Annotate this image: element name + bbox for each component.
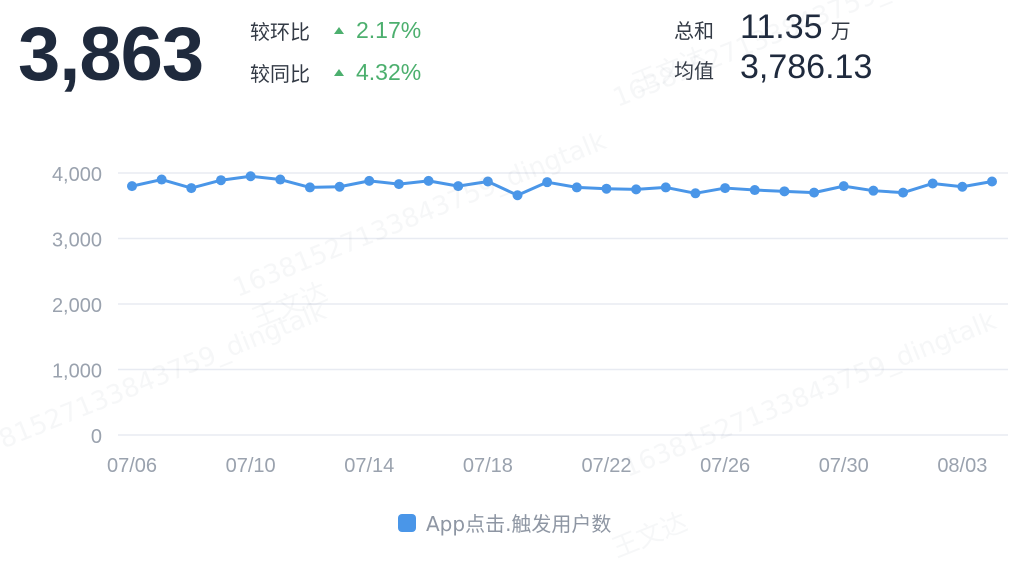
- data-point: [304, 182, 315, 193]
- legend[interactable]: App点击.触发用户数: [398, 508, 611, 537]
- sum-stat: 总和 11.35 万: [674, 8, 851, 47]
- x-tick-label: 07/18: [463, 455, 513, 477]
- avg-label: 均值: [674, 59, 714, 83]
- x-tick-label: 08/03: [937, 455, 987, 477]
- data-point: [245, 171, 256, 182]
- avg-stat: 均值 3,786.13: [674, 48, 872, 87]
- up-triangle-icon: [334, 69, 344, 76]
- data-point: [868, 185, 879, 196]
- data-point: [987, 176, 997, 187]
- data-point: [898, 187, 909, 198]
- data-point: [601, 183, 612, 194]
- sum-unit: 万: [830, 19, 851, 43]
- y-tick-label: 4,000: [52, 164, 102, 186]
- mom-label: 较环比: [250, 20, 310, 44]
- mom-comparison: 较环比 2.17%: [250, 16, 421, 45]
- yoy-comparison: 较同比 4.32%: [250, 58, 421, 87]
- data-point: [453, 181, 464, 192]
- data-point: [631, 184, 642, 195]
- data-point: [156, 174, 167, 185]
- data-point: [927, 178, 938, 189]
- data-point: [838, 181, 849, 192]
- series-line: [131, 174, 993, 197]
- legend-label: App点击.触发用户数: [426, 512, 612, 536]
- sum-value: 11.35: [740, 8, 823, 46]
- data-point: [749, 185, 760, 196]
- yoy-label: 较同比: [250, 62, 310, 86]
- y-tick-label: 0: [91, 426, 102, 448]
- data-point: [186, 183, 197, 194]
- data-point: [482, 176, 493, 187]
- data-point: [690, 188, 701, 199]
- yoy-value: 4.32%: [356, 59, 422, 85]
- data-point: [275, 174, 286, 185]
- x-tick-label: 07/14: [344, 455, 394, 477]
- data-point: [127, 181, 137, 192]
- data-point: [334, 181, 345, 192]
- data-point: [542, 177, 553, 188]
- line-chart: 0 1,000 2,000 3,000 4,000 07/06 07/10 07/14 07/1…: [52, 164, 1008, 477]
- x-tick-label: 07/22: [581, 455, 631, 477]
- data-point: [957, 181, 968, 192]
- sum-label: 总和: [674, 19, 714, 43]
- x-tick-label: 07/30: [819, 455, 869, 477]
- data-point: [215, 175, 226, 186]
- y-tick-label: 1,000: [52, 361, 102, 383]
- avg-value: 3,786.13: [740, 48, 873, 86]
- data-point: [660, 182, 671, 193]
- x-tick-label: 07/10: [226, 455, 276, 477]
- data-point: [364, 175, 375, 186]
- data-point: [809, 187, 820, 198]
- up-triangle-icon: [334, 27, 344, 34]
- data-point: [779, 186, 790, 197]
- y-tick-label: 2,000: [52, 295, 102, 317]
- x-tick-label: 07/26: [700, 455, 750, 477]
- x-tick-label: 07/06: [107, 455, 157, 477]
- kpi-value: 3,863: [18, 12, 204, 97]
- data-point: [571, 182, 582, 193]
- data-point: [512, 190, 523, 201]
- data-point: [393, 179, 404, 190]
- data-point: [423, 175, 434, 186]
- mom-value: 2.17%: [356, 17, 422, 43]
- y-tick-label: 3,000: [52, 230, 102, 252]
- data-point: [720, 183, 731, 194]
- legend-swatch: [398, 513, 416, 532]
